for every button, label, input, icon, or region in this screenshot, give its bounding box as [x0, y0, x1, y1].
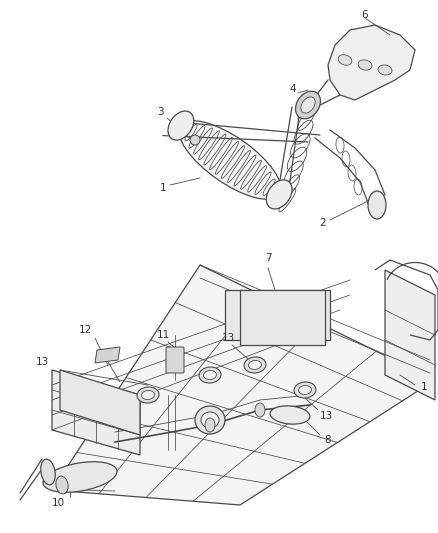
- Ellipse shape: [205, 418, 215, 432]
- Polygon shape: [328, 25, 415, 100]
- Ellipse shape: [168, 111, 194, 140]
- Ellipse shape: [41, 459, 55, 485]
- Text: 12: 12: [78, 325, 92, 335]
- Ellipse shape: [266, 180, 292, 209]
- Polygon shape: [95, 347, 120, 363]
- Ellipse shape: [195, 406, 225, 434]
- Polygon shape: [240, 290, 325, 345]
- Ellipse shape: [338, 55, 352, 65]
- Ellipse shape: [43, 462, 117, 492]
- Text: 7: 7: [97, 349, 103, 359]
- Text: 2: 2: [320, 218, 326, 228]
- Polygon shape: [52, 265, 435, 505]
- Text: 6: 6: [362, 10, 368, 20]
- Text: 1: 1: [160, 183, 166, 193]
- Ellipse shape: [199, 367, 221, 383]
- Ellipse shape: [201, 412, 219, 428]
- Text: 10: 10: [51, 498, 64, 508]
- Ellipse shape: [137, 387, 159, 403]
- Ellipse shape: [294, 382, 316, 398]
- Text: 1: 1: [420, 382, 427, 392]
- Ellipse shape: [244, 357, 266, 373]
- Ellipse shape: [56, 476, 68, 494]
- Ellipse shape: [296, 91, 321, 119]
- Ellipse shape: [248, 360, 261, 369]
- Text: 4: 4: [290, 84, 297, 94]
- Ellipse shape: [255, 403, 265, 417]
- Polygon shape: [52, 370, 140, 455]
- FancyBboxPatch shape: [166, 347, 184, 373]
- Ellipse shape: [301, 97, 315, 113]
- Text: 13: 13: [221, 333, 235, 343]
- Text: 3: 3: [157, 107, 163, 117]
- Ellipse shape: [378, 65, 392, 75]
- Circle shape: [190, 135, 200, 145]
- Ellipse shape: [358, 60, 372, 70]
- Text: 13: 13: [319, 411, 332, 421]
- Ellipse shape: [368, 191, 386, 219]
- Ellipse shape: [204, 370, 216, 379]
- Ellipse shape: [179, 121, 281, 199]
- Ellipse shape: [141, 391, 155, 400]
- Text: 11: 11: [156, 330, 170, 340]
- Ellipse shape: [270, 406, 310, 424]
- Polygon shape: [60, 370, 140, 435]
- Polygon shape: [225, 290, 330, 340]
- Polygon shape: [385, 270, 435, 400]
- Text: 13: 13: [35, 357, 49, 367]
- Ellipse shape: [299, 385, 311, 394]
- Text: 8: 8: [325, 435, 331, 445]
- Text: 7: 7: [265, 253, 271, 263]
